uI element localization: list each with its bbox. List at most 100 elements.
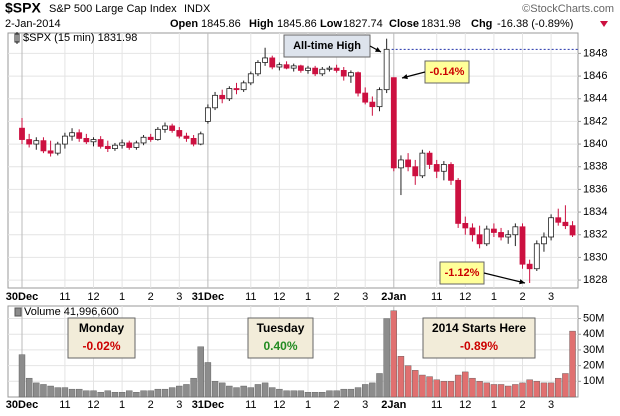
volume-bar: [390, 310, 397, 398]
candle-body: [355, 72, 361, 94]
candle-body: [290, 65, 297, 69]
open-label: Open: [170, 18, 198, 30]
candle-body: [154, 128, 161, 140]
candle-body: [419, 152, 426, 177]
x-tick-label: 30Dec: [6, 399, 38, 411]
candle-body: [176, 130, 183, 137]
candle-body: [526, 263, 533, 270]
annotation-box: [247, 317, 314, 359]
candle-body: [548, 217, 554, 238]
arrow-head: [402, 74, 408, 80]
volume-bar: [555, 377, 562, 398]
volume-bar: [240, 385, 247, 398]
chg-value: -16.38 (-0.89%): [497, 18, 573, 30]
candle-body: [240, 82, 247, 91]
annotation-change: -0.89%: [460, 339, 498, 353]
volume-bar: [190, 377, 197, 398]
candle-body: [297, 65, 304, 71]
candle-body: [119, 142, 125, 146]
candle-body: [90, 139, 97, 143]
y-tick-label: 1846: [583, 70, 607, 82]
x-tick-label: 2Jan: [381, 399, 406, 411]
candle-body: [19, 127, 25, 140]
candle-body: [433, 164, 440, 172]
candle-body: [40, 140, 47, 152]
y-tick-label: 10M: [583, 375, 604, 387]
volume-bar: [283, 390, 290, 398]
annotation-title: 2014 Starts Here: [432, 321, 526, 335]
candle-body: [312, 67, 319, 75]
x-tick-label: 11: [431, 399, 442, 411]
volume-bar: [533, 381, 540, 398]
candle-body: [462, 222, 469, 229]
y-tick-label: 1838: [583, 161, 607, 173]
x-tick-label: 12: [459, 291, 471, 303]
candle-body: [340, 70, 347, 77]
candle-body: [512, 226, 519, 236]
annotation-box: [422, 317, 536, 359]
copyright: ©StockCharts.com: [522, 3, 614, 15]
volume-bar: [369, 382, 376, 398]
volume-bar: [319, 392, 326, 398]
arrow: [483, 272, 526, 284]
candle-body: [476, 234, 483, 245]
candle-body: [519, 226, 526, 265]
annotation: -0.14%: [430, 66, 465, 78]
candle-body: [233, 88, 240, 91]
candle-body: [126, 142, 133, 148]
x-tick-label: 1: [491, 291, 497, 303]
x-tick-label: 30Dec: [6, 291, 38, 303]
annotation-box: [67, 317, 136, 359]
x-tick-label: 12: [273, 291, 285, 303]
volume-bar: [512, 384, 519, 398]
volume-bar: [211, 381, 219, 398]
annotation-title: Monday: [79, 321, 125, 335]
x-tick-label: 1: [305, 291, 311, 303]
candle-body: [326, 67, 333, 70]
volume-bar: [469, 377, 476, 398]
candle-body: [405, 159, 412, 168]
volume-bar: [562, 373, 569, 398]
volume-bar: [547, 382, 555, 398]
volume-bar: [197, 346, 204, 398]
x-tick-label: 12: [273, 399, 285, 411]
volume-bar: [168, 387, 176, 398]
candle-body: [276, 64, 283, 68]
volume-bar: [261, 382, 269, 398]
candle-body: [569, 225, 576, 236]
candle-body: [262, 57, 269, 63]
candle-body: [347, 72, 354, 77]
volume-bar: [140, 390, 147, 398]
candle-body: [555, 217, 562, 223]
candle-body: [112, 144, 118, 149]
volume-bar: [454, 374, 462, 398]
candle-body: [505, 234, 512, 238]
volume-bar: [447, 381, 455, 398]
candle-body: [69, 132, 75, 137]
volume-bar: [311, 392, 319, 398]
volume-bar: [90, 390, 97, 398]
legend: Volume 41,996,600: [24, 306, 119, 318]
volume-bar: [276, 388, 283, 398]
candle-body: [390, 77, 397, 169]
candle-body: [140, 136, 147, 144]
candle-body: [183, 135, 190, 139]
arrow-head: [375, 47, 381, 52]
high-value: 1845.86: [277, 18, 317, 30]
volume-bar: [176, 385, 183, 398]
volume-bar: [133, 392, 140, 398]
volume-bar: [476, 381, 483, 398]
annotation-title: Tuesday: [257, 321, 305, 335]
volume-bar: [497, 384, 505, 398]
volume-bar: [376, 373, 383, 398]
close-value: 1831.98: [421, 18, 461, 30]
volume-bar: [483, 382, 490, 398]
volume-bar: [290, 390, 297, 398]
candle-body: [412, 166, 419, 177]
x-tick-label: 11: [59, 399, 70, 411]
candle-body: [562, 221, 569, 227]
candle-body: [541, 236, 547, 245]
candle-body: [490, 228, 497, 233]
y-tick-label: 40M: [583, 328, 604, 340]
x-tick-label: 2Jan: [381, 291, 406, 303]
